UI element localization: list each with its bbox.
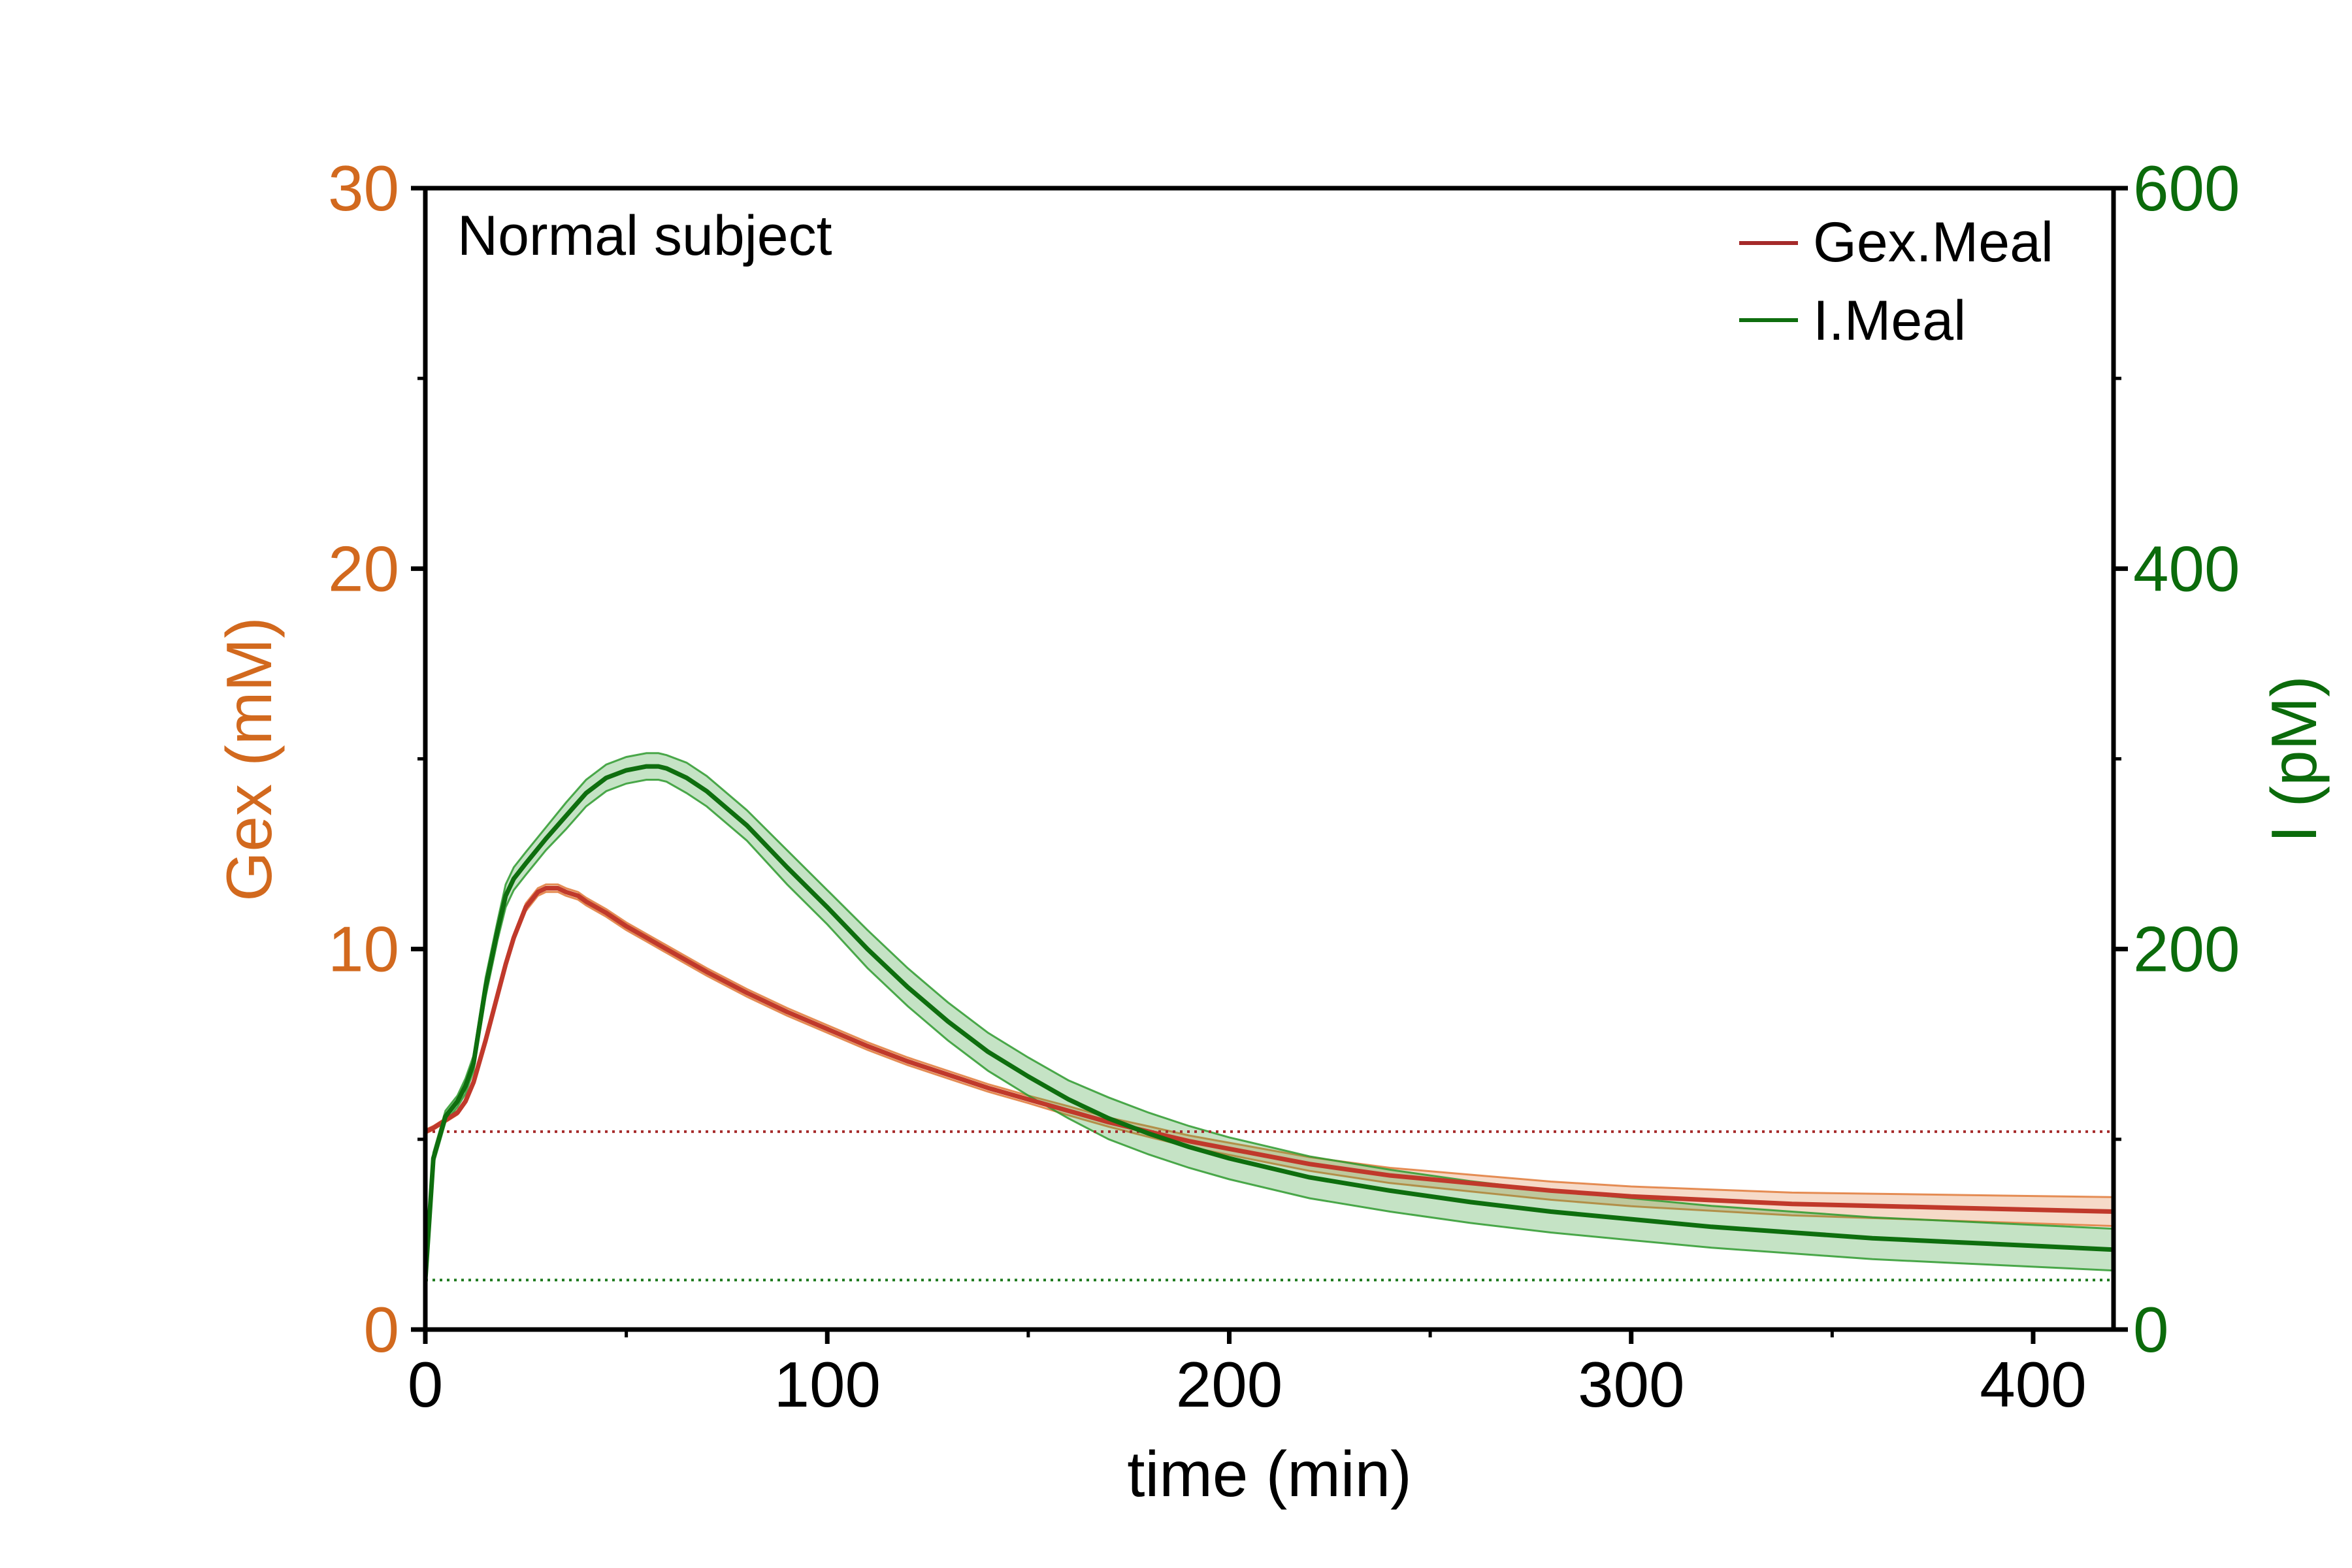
x-tick-label: 100 [774, 1348, 881, 1420]
series-line-gex [424, 886, 2114, 1214]
y-left-tick-label: 30 [328, 152, 399, 224]
x-tick-label: 300 [1578, 1348, 1685, 1420]
y-right-tick-label: 200 [2133, 913, 2240, 985]
x-axis-label: time (min) [1127, 1438, 1412, 1510]
legend: Gex.Meal I.Meal [1739, 211, 2053, 352]
y-left-tick-label: 10 [328, 913, 399, 985]
legend-label-i: I.Meal [1813, 289, 1966, 352]
y-axis-label-right: I (pM) [2258, 676, 2330, 843]
y-left-tick-label: 0 [363, 1294, 399, 1365]
y-left-tick-label: 20 [328, 532, 399, 604]
reference-lines [425, 1130, 2114, 1282]
legend-label-gex: Gex.Meal [1813, 211, 2053, 274]
y-right-tick-label: 400 [2133, 532, 2240, 604]
y-right-tick-label: 0 [2133, 1294, 2169, 1365]
series-line-i [423, 764, 2114, 1281]
annotation-label: Normal subject [457, 204, 832, 267]
x-tick-label: 200 [1176, 1348, 1283, 1420]
x-tick-label: 0 [408, 1348, 444, 1420]
series-lines [423, 764, 2114, 1281]
y-right-tick-label: 600 [2133, 152, 2240, 224]
x-tick-label: 400 [1980, 1348, 2087, 1420]
y-axis-label-left: Gex (mM) [213, 617, 285, 902]
